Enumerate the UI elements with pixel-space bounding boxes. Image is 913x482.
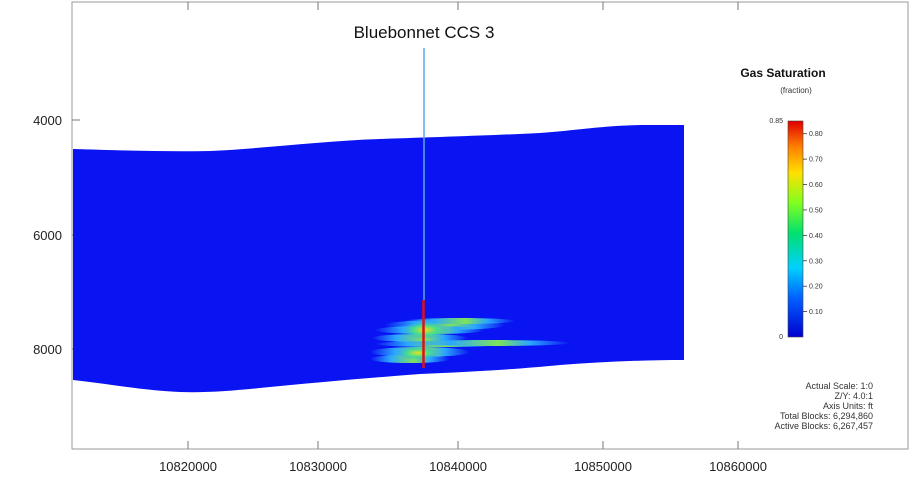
colorbar-tick-label: 0.10 bbox=[809, 309, 823, 316]
colorbar-tick-label: 0.60 bbox=[809, 182, 823, 189]
colorbar-min-label: 0 bbox=[779, 334, 783, 341]
reservoir-body bbox=[73, 125, 684, 393]
x-tick-label-10830000: 10830000 bbox=[289, 459, 347, 474]
colorbar-max-label: 0.85 bbox=[769, 118, 783, 125]
x-tick-label-10840000: 10840000 bbox=[429, 459, 487, 474]
colorbar bbox=[787, 120, 804, 338]
legend-unit: (fraction) bbox=[780, 86, 812, 95]
gas-plume bbox=[370, 318, 570, 363]
info-active-blocks: Active Blocks: 6,267,457 bbox=[774, 421, 873, 431]
y-tick-label-8000: 8000 bbox=[33, 342, 62, 357]
x-tick-label-10850000: 10850000 bbox=[574, 459, 632, 474]
colorbar-tick-label: 0.80 bbox=[809, 131, 823, 138]
info-zy-ratio: Z/Y: 4.0:1 bbox=[834, 391, 873, 401]
info-axis-units: Axis Units: ft bbox=[823, 401, 874, 411]
colorbar-tick-label: 0.50 bbox=[809, 207, 823, 214]
colorbar-tick-label: 0.40 bbox=[809, 233, 823, 240]
info-actual-scale: Actual Scale: 1:0 bbox=[805, 381, 873, 391]
colorbar-tick-label: 0.20 bbox=[809, 284, 823, 291]
legend-title: Gas Saturation bbox=[740, 66, 825, 80]
colorbar-ticks: 0.80 0.70 0.60 0.50 0.40 0.30 0.20 0.10 bbox=[803, 131, 823, 316]
y-tick-label-4000: 4000 bbox=[33, 113, 62, 128]
info-total-blocks: Total Blocks: 6,294,860 bbox=[780, 411, 873, 421]
model-info: Actual Scale: 1:0 Z/Y: 4.0:1 Axis Units:… bbox=[774, 381, 873, 431]
colorbar-tick-label: 0.30 bbox=[809, 258, 823, 265]
x-tick-label-10860000: 10860000 bbox=[709, 459, 767, 474]
well-label: Bluebonnet CCS 3 bbox=[354, 23, 495, 42]
x-tick-label-10820000: 10820000 bbox=[159, 459, 217, 474]
y-tick-label-6000: 6000 bbox=[33, 228, 62, 243]
colorbar-tick-label: 0.70 bbox=[809, 157, 823, 164]
